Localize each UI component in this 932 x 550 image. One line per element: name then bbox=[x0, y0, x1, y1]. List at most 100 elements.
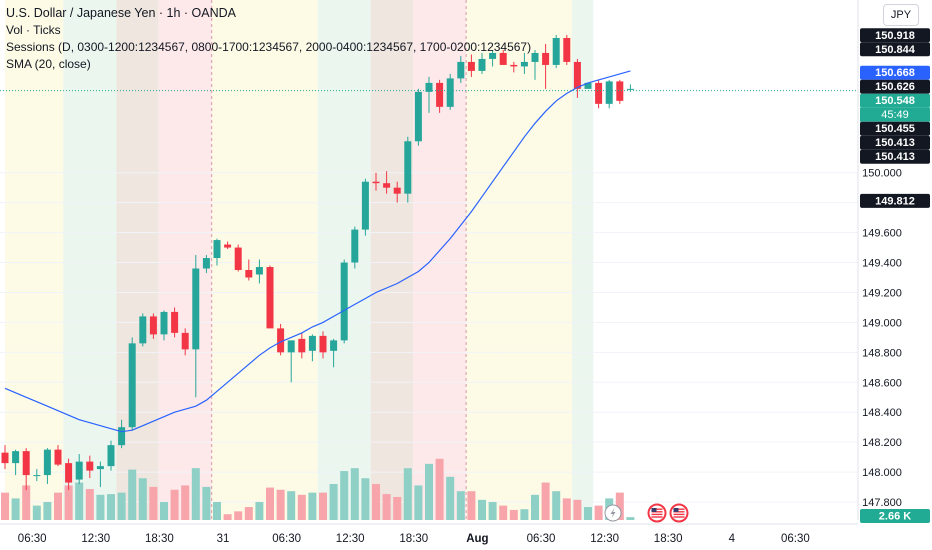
candle-body bbox=[425, 82, 433, 92]
volume-bar bbox=[552, 491, 561, 520]
volume-bar bbox=[276, 489, 285, 520]
candle-body bbox=[605, 81, 613, 104]
lightning-bolt bbox=[610, 508, 616, 518]
price-badge: 150.626 bbox=[860, 79, 930, 94]
volume-bar bbox=[435, 458, 444, 520]
volume-bar bbox=[340, 471, 349, 520]
candle-body bbox=[319, 335, 327, 353]
price-badge-bg bbox=[860, 193, 930, 208]
candle bbox=[552, 34, 560, 68]
volume-bar bbox=[244, 507, 253, 520]
candle-body bbox=[202, 258, 210, 269]
time-tick-label: 12:30 bbox=[81, 533, 110, 545]
candle-body bbox=[75, 461, 83, 480]
candle bbox=[308, 334, 316, 362]
price-tick-label: 148.600 bbox=[862, 377, 902, 389]
time-axis-background bbox=[0, 524, 858, 550]
time-axis[interactable]: 06:30 12:30 18:30 31 06:30 12:30 18:30 Aug 06:30… bbox=[0, 523, 858, 550]
countdown-bg bbox=[860, 107, 930, 122]
price-axis[interactable]: 147.800 148.000 148.200 148.400 148.600 148.8… bbox=[857, 0, 932, 550]
lightning-icon[interactable] bbox=[604, 504, 622, 522]
price-badge-label: 150.413 bbox=[875, 137, 915, 149]
candle-body bbox=[192, 268, 200, 350]
volume-bar bbox=[54, 492, 62, 520]
indicator-sessions[interactable]: Sessions (D, 0300-1200:1234567, 0800-170… bbox=[6, 40, 532, 54]
event-markers[interactable] bbox=[604, 503, 689, 523]
session-band bbox=[497, 0, 573, 520]
volume-bar bbox=[425, 463, 433, 520]
price-badge-label: 150.918 bbox=[875, 30, 915, 42]
volume-badge: 2.66 K bbox=[860, 509, 930, 523]
flag-stripe bbox=[651, 511, 663, 513]
time-tick-label: 12:30 bbox=[590, 533, 619, 545]
price-tick-label: 149.000 bbox=[862, 317, 902, 329]
time-tick-label: 4 bbox=[729, 533, 736, 545]
price-badge-label: 150.548 bbox=[875, 95, 915, 107]
candle-body bbox=[457, 61, 465, 79]
candle-body bbox=[255, 267, 263, 275]
price-badge: 150.455 bbox=[860, 121, 930, 136]
candle-body bbox=[266, 267, 274, 329]
candle-body bbox=[383, 183, 391, 188]
candle bbox=[245, 259, 253, 281]
candle bbox=[616, 79, 624, 104]
candle bbox=[404, 136, 412, 203]
price-badge-bg bbox=[860, 65, 930, 80]
candle-body bbox=[149, 316, 157, 335]
candle-body bbox=[372, 181, 380, 184]
candle-body bbox=[478, 58, 486, 71]
volume-bar bbox=[297, 494, 306, 520]
volume-bar bbox=[350, 468, 359, 520]
volume-bar bbox=[414, 485, 423, 520]
indicator-sma[interactable]: SMA (20, close) bbox=[6, 57, 91, 71]
volume-badge-bg bbox=[860, 509, 930, 523]
volume-bar bbox=[160, 502, 168, 520]
volume-bar bbox=[361, 478, 370, 520]
volume-bar bbox=[393, 496, 402, 520]
volume-bar bbox=[11, 498, 20, 520]
candle-body bbox=[22, 451, 30, 476]
candle-body bbox=[65, 463, 73, 483]
us-flag-icon[interactable] bbox=[647, 503, 667, 523]
volume-bar bbox=[75, 482, 84, 520]
price-badge-bg bbox=[860, 42, 930, 57]
volume-badge-label: 2.66 K bbox=[879, 511, 911, 523]
candles[interactable] bbox=[1, 34, 634, 491]
candle bbox=[224, 241, 232, 250]
volume-bar bbox=[499, 505, 508, 520]
symbol-title[interactable]: U.S. Dollar / Japanese Yen · 1h · OANDA bbox=[6, 6, 236, 20]
candle-body bbox=[489, 52, 497, 59]
candle bbox=[478, 52, 486, 74]
price-tick-label: 149.400 bbox=[862, 258, 902, 270]
volume-bar bbox=[319, 492, 327, 520]
volume-bar bbox=[520, 509, 529, 520]
time-tick-label: 18:30 bbox=[145, 533, 174, 545]
us-flag-icon[interactable] bbox=[669, 503, 689, 523]
candle bbox=[383, 171, 391, 194]
price-badge: 150.844 bbox=[860, 42, 930, 57]
flag-stripe bbox=[651, 516, 663, 518]
candle bbox=[234, 244, 242, 272]
price-badge: 150.413 bbox=[860, 135, 930, 150]
price-tick-label: 148.400 bbox=[862, 407, 902, 419]
session-band bbox=[5, 0, 64, 520]
session-band bbox=[243, 0, 318, 520]
candle bbox=[414, 88, 422, 146]
price-badge-bg bbox=[860, 93, 930, 108]
flag-stripe bbox=[651, 508, 663, 510]
candle-body bbox=[626, 88, 634, 90]
volume-bar bbox=[626, 517, 635, 520]
time-tick-label: 06:30 bbox=[781, 533, 810, 545]
candle-body bbox=[308, 335, 316, 351]
currency-button[interactable]: JPY bbox=[883, 4, 919, 26]
volume-bar bbox=[329, 484, 338, 520]
session-band bbox=[158, 0, 212, 520]
indicator-volume[interactable]: Vol · Ticks bbox=[6, 23, 61, 37]
candle bbox=[75, 454, 83, 485]
candle bbox=[22, 448, 30, 491]
volume-bar bbox=[594, 505, 603, 520]
volume-bars bbox=[1, 458, 635, 520]
volume-bar bbox=[573, 499, 582, 520]
volume-bar bbox=[308, 492, 317, 520]
